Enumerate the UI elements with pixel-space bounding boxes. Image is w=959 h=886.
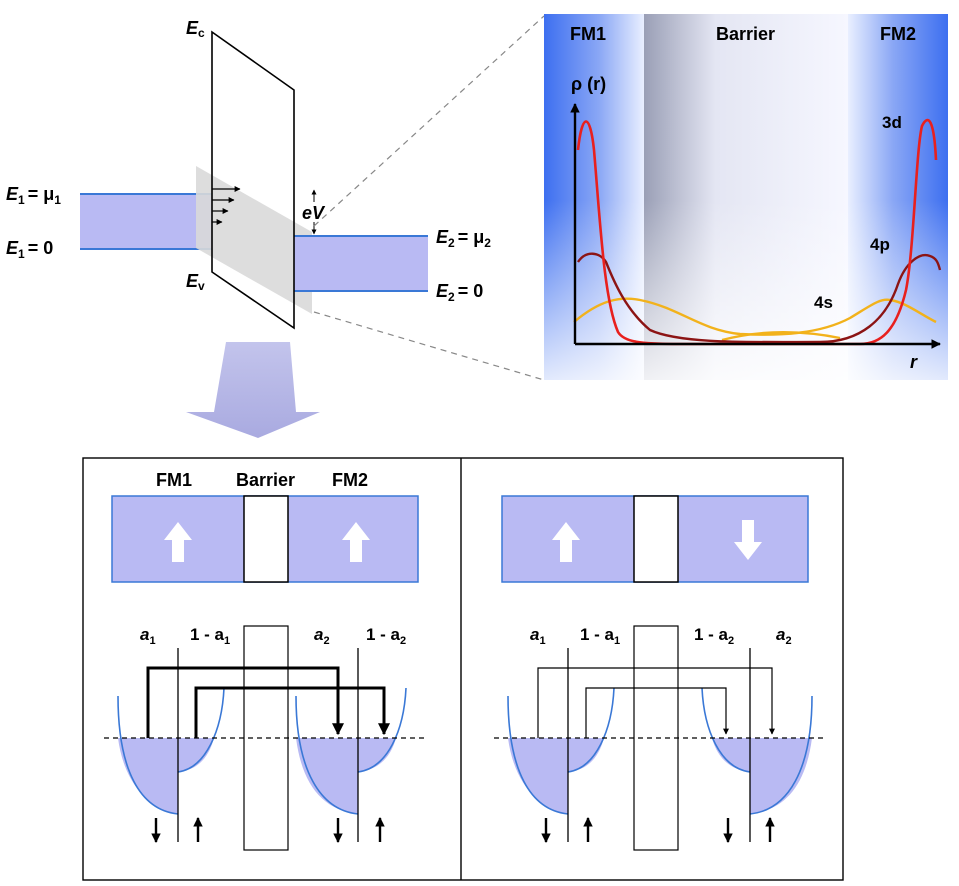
ev-label: Ev (186, 271, 205, 293)
e2-zero-label: E2 = 0 (436, 281, 483, 304)
parallel-majority-path (194, 686, 390, 738)
e2-mu-label: E2 = μ2 (436, 227, 491, 250)
parallel-fm1-up-arrow (164, 522, 192, 562)
antiparallel-panel: a1 1 - a1 1 - a2 a2 (494, 495, 824, 851)
tunneling-arrows (212, 186, 241, 225)
parallel-left-dos-majority (178, 738, 214, 772)
bottom-frame (82, 457, 844, 881)
curve-4s-lower (721, 331, 841, 342)
antiparallel-one-minus-a1-label: 1 - a1 (580, 625, 620, 647)
parallel-left-dos-minority (118, 738, 178, 814)
e1-mu-label: E1 = μ1 (6, 184, 61, 207)
barrier-parallelogram (211, 30, 295, 330)
right-electrode-band (294, 236, 428, 291)
left-electrode-band (80, 194, 212, 249)
antiparallel-fm2-down-arrow (734, 520, 762, 560)
ec-label: Ec (186, 18, 205, 40)
orbital-4p-label: 4p (870, 235, 890, 254)
barrier-shadow (196, 166, 312, 314)
antiparallel-a2-label: a2 (776, 625, 792, 647)
parallel-one-minus-a1-label: 1 - a1 (190, 625, 230, 647)
plot-fm2-label: FM2 (880, 24, 916, 44)
parallel-one-minus-a2-label: 1 - a2 (366, 625, 406, 647)
antiparallel-barrier-block (633, 495, 679, 583)
antiparallel-one-minus-a2-label: 1 - a2 (694, 625, 734, 647)
parallel-fm2-up-arrow (342, 522, 370, 562)
zoom-guide-lines (313, 15, 545, 381)
plot-barrier-label: Barrier (716, 24, 775, 44)
x-axis-label: r (910, 352, 918, 372)
parallel-fm1-label: FM1 (156, 470, 192, 490)
parallel-a2-label: a2 (314, 625, 330, 647)
antiparallel-path-2 (585, 687, 729, 738)
plot-fm1-label: FM1 (570, 24, 606, 44)
e1-zero-label: E1 = 0 (6, 238, 53, 261)
parallel-right-dos-majority (358, 738, 396, 772)
parallel-panel: FM1 Barrier FM2 a1 1 - a1 a2 1 - a2 (104, 470, 424, 851)
parallel-fm2-label: FM2 (332, 470, 368, 490)
parallel-right-dos-minority (296, 738, 358, 814)
big-down-arrow (186, 342, 320, 438)
antiparallel-fm1-up-arrow (552, 522, 580, 562)
y-axis-label: ρ (r) (571, 74, 606, 94)
bias-label: eV (302, 203, 326, 223)
band-diagram: Ec Ev E1 = μ1 E1 = 0 E2 = μ2 E2 = 0 eV (6, 18, 491, 330)
orbital-3d-label: 3d (882, 113, 902, 132)
parallel-minority-path (146, 666, 344, 738)
parallel-barrier-block (243, 495, 289, 583)
density-plot: FM1 Barrier FM2 ρ (r) r 3d 4p 4s (544, 14, 948, 380)
antiparallel-a1-label: a1 (530, 625, 546, 647)
orbital-4s-label: 4s (814, 293, 833, 312)
parallel-barrier-label: Barrier (236, 470, 295, 490)
curve-4p (577, 252, 942, 344)
parallel-a1-label: a1 (140, 625, 156, 647)
antiparallel-path-1 (537, 667, 775, 738)
